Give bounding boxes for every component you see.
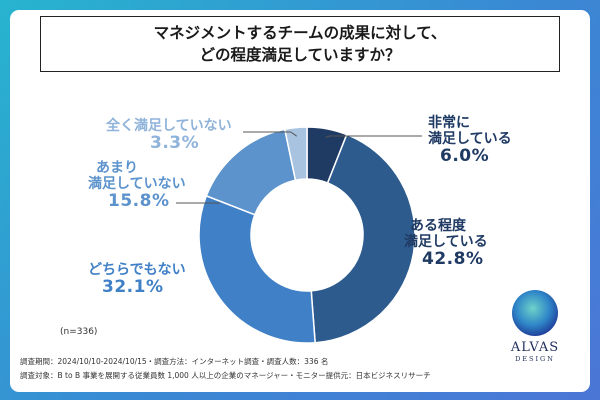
label-very-satisfied-line-2: 満足している <box>428 131 512 148</box>
label-neither-line-1: どちらでもない <box>88 262 186 278</box>
title-line-1: マネジメントするチームの成果に対して、 <box>153 24 447 42</box>
label-somewhat-satisfied: ある程度 満足している 42.8% <box>404 218 488 270</box>
brand-logo: ALVAS DESIGN <box>500 290 570 380</box>
label-somewhat-satisfied-line-2: 満足している <box>404 234 488 251</box>
footer-survey-period: 調査期間：2024/10/10-2024/10/15・調査方法：インターネット調… <box>20 357 329 366</box>
label-neither: どちらでもない 32.1% <box>88 262 186 298</box>
footer-survey-target: 調査対象：B to B 事業を展開する従業員数 1,000 人以上の企業のマネー… <box>20 371 431 380</box>
brand-mark-icon <box>512 290 558 336</box>
label-very-satisfied-line-1: 非常に <box>428 115 470 131</box>
label-somewhat-satisfied-line-1: ある程度 <box>410 218 466 234</box>
label-not-much-satisfied-value: 15.8% <box>108 191 170 212</box>
title-line-2: どの程度満足していますか？ <box>199 46 401 64</box>
label-not-much-satisfied: あまり 満足していない 15.8% <box>88 160 186 212</box>
chart-title: マネジメントするチームの成果に対して、 どの程度満足していますか？ <box>40 16 560 72</box>
label-very-satisfied-value: 6.0% <box>440 146 490 167</box>
label-neither-value: 32.1% <box>102 277 164 298</box>
label-not-at-all-satisfied-line-1: 全く満足していない <box>106 118 232 134</box>
label-not-at-all-satisfied-value: 3.3% <box>150 133 200 154</box>
leader-very-satisfied <box>325 135 422 138</box>
label-somewhat-satisfied-value: 42.8% <box>422 249 484 270</box>
brand-name: ALVAS <box>510 340 560 355</box>
sample-size: (n=336) <box>60 327 98 337</box>
label-very-satisfied: 非常に 満足している 6.0% <box>428 115 512 167</box>
slice-neither <box>198 194 316 344</box>
brand-sub: DESIGN <box>515 355 555 363</box>
slice-not-at-all-satisfied <box>283 126 308 182</box>
slice-somewhat-satisfied <box>310 133 416 344</box>
leader-not-at-all-satisfied <box>243 131 298 137</box>
label-not-at-all-satisfied: 全く満足していない 3.3% <box>106 118 232 154</box>
label-not-much-satisfied-line-2: 満足していない <box>88 176 186 193</box>
label-not-much-satisfied-line-1: あまり <box>96 160 138 176</box>
